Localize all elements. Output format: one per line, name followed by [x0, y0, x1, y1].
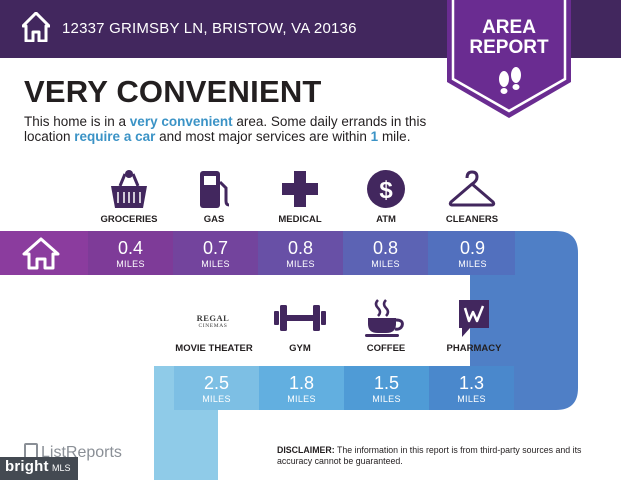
distance-unit: MILES: [201, 259, 230, 269]
walgreens-logo: [459, 300, 489, 337]
category-medical: MEDICAL: [257, 168, 343, 225]
home-icon: [22, 237, 60, 270]
medical-cross-icon: [282, 171, 318, 207]
category-label: GROCERIES: [100, 214, 158, 225]
category-gas: GAS: [171, 168, 257, 225]
distance-cell: 0.7 MILES: [173, 231, 258, 275]
distance-cell: 0.8 MILES: [258, 231, 343, 275]
property-address: 12337 GRIMSBY LN, BRISTOW, VA 20136: [62, 20, 357, 37]
dumbbell-icon: [274, 305, 326, 331]
grocery-basket-icon: [111, 170, 147, 208]
category-coffee: COFFEE: [343, 297, 429, 354]
category-groceries: GROCERIES: [86, 168, 172, 225]
distance-cell: 0.4 MILES: [88, 231, 173, 275]
category-movie-theater: MOVIE THEATER: [171, 343, 257, 354]
regal-cinemas-logo: REGAL CINEMAS: [196, 313, 230, 330]
category-label: PHARMACY: [446, 343, 502, 354]
category-gym: GYM: [257, 297, 343, 354]
home-icon: [22, 12, 50, 42]
distance-unit: MILES: [202, 394, 231, 404]
distance-value: 1.5: [373, 373, 400, 393]
area-report-badge: [447, 0, 571, 118]
category-label: CLEANERS: [445, 214, 499, 225]
category-label: MEDICAL: [278, 214, 322, 225]
badge-title: AREA REPORT: [447, 18, 571, 58]
footprints-icon: [499, 67, 521, 94]
category-pharmacy: PHARMACY: [431, 297, 517, 354]
category-label: MOVIE THEATER: [175, 343, 253, 354]
coffee-cup-icon: [365, 299, 404, 337]
distance-cell: 1.8 MILES: [259, 366, 344, 410]
distance-unit: MILES: [287, 394, 316, 404]
distance-unit: MILES: [458, 259, 487, 269]
distance-value: 0.8: [372, 238, 399, 258]
hanger-icon: [448, 170, 496, 207]
distance-cell: 1.5 MILES: [344, 366, 429, 410]
distance-cell: 2.5 MILES: [174, 366, 259, 410]
distance-value: 2.5: [203, 373, 230, 393]
distance-value: 0.4: [117, 238, 144, 258]
distance-value: 1.8: [288, 373, 315, 393]
category-label: COFFEE: [366, 343, 406, 354]
bright-mls-logo: bright MLS: [0, 457, 78, 480]
category-atm: $ ATM: [343, 168, 429, 225]
distance-unit: MILES: [372, 394, 401, 404]
description: This home is in a very convenient area. …: [24, 114, 427, 144]
badge-line1: AREA: [482, 17, 536, 38]
category-label: ATM: [376, 214, 396, 225]
distance-unit: MILES: [371, 259, 400, 269]
distance-cell: 0.9 MILES: [430, 231, 515, 275]
distance-cell: 0.8 MILES: [343, 231, 428, 275]
distance-unit: MILES: [116, 259, 145, 269]
category-label: GYM: [289, 343, 311, 354]
disclaimer: DISCLAIMER: The information in this repo…: [277, 445, 582, 466]
distance-value: 0.9: [459, 238, 486, 258]
category-label: GAS: [203, 214, 225, 225]
distance-value: 0.7: [202, 238, 229, 258]
distance-cell: 1.3 MILES: [429, 366, 514, 410]
svg-text:$: $: [379, 177, 393, 204]
distance-value: 0.8: [287, 238, 314, 258]
gas-pump-icon: [200, 171, 230, 208]
category-cleaners: CLEANERS: [429, 168, 515, 225]
convenience-rating: VERY CONVENIENT: [24, 74, 322, 109]
distance-value: 1.3: [458, 373, 485, 393]
distance-unit: MILES: [457, 394, 486, 404]
badge-line2: REPORT: [469, 37, 549, 58]
dollar-icon: $: [367, 170, 405, 208]
distance-unit: MILES: [286, 259, 315, 269]
